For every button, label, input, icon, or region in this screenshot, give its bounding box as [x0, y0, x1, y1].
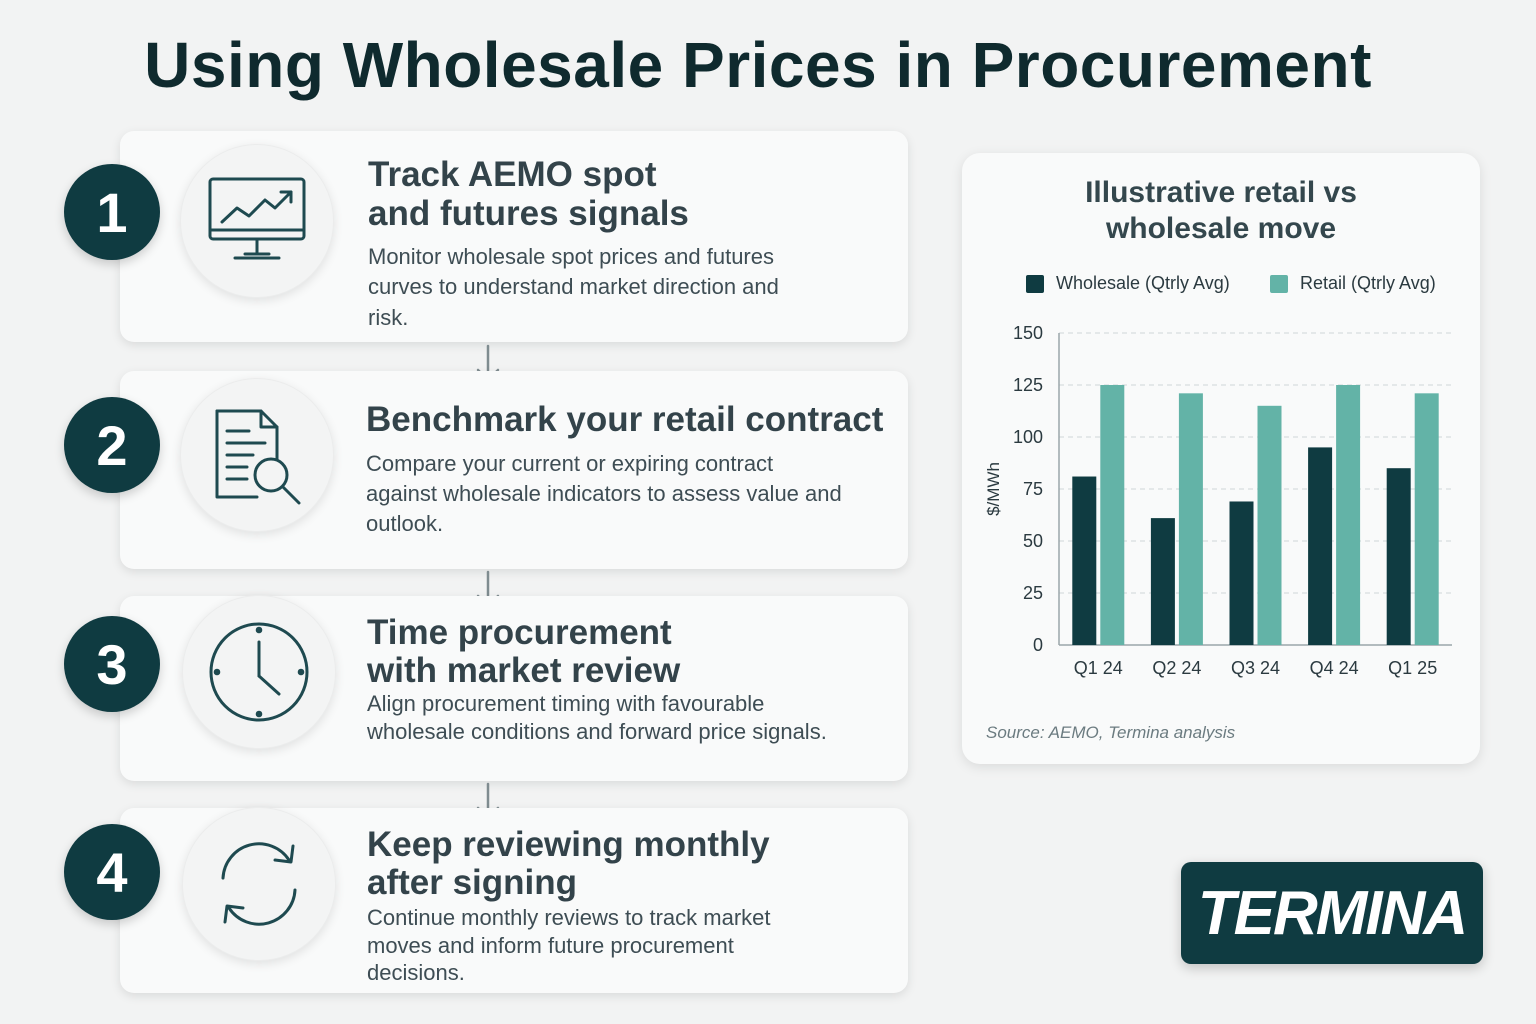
x-tick-label: Q1 24	[1074, 658, 1123, 678]
legend-item-wholesale: Wholesale (Qtrly Avg)	[1026, 273, 1230, 294]
chart-title-line2: wholesale move	[1105, 212, 1337, 245]
document-search-icon	[215, 409, 301, 505]
bar-retail	[1178, 393, 1203, 645]
bar-wholesale	[1386, 468, 1411, 645]
chart-source: Source: AEMO, Termina analysis	[986, 723, 1236, 742]
step-desc-4: Continue monthly reviews to track market…	[367, 905, 771, 985]
step-title-1: Track AEMO spot and futures signals	[368, 155, 898, 233]
y-tick-label: 75	[1023, 479, 1043, 499]
step-icon-circle-2	[180, 378, 334, 532]
y-tick-label: 25	[1023, 583, 1043, 603]
refresh-cycle-icon	[221, 842, 297, 926]
step-title-1-line2: and futures signals	[368, 193, 689, 233]
clock-icon	[209, 622, 309, 722]
bar-wholesale	[1072, 476, 1097, 645]
x-tick-label: Q3 24	[1231, 658, 1280, 678]
step-title-3-line2: with market review	[367, 650, 681, 690]
step-icon-circle-4	[182, 807, 336, 961]
bar-chart: 0 25 50 75 100 125 150 $/MWh Q1 24 Q2 24 Q3 24 Q4 2…	[984, 323, 1452, 678]
legend-swatch-wholesale	[1026, 274, 1044, 293]
step-title-1-line1: Track AEMO spot	[368, 155, 657, 194]
step-title-2: Benchmark your retail contract	[366, 400, 896, 440]
legend-swatch-retail	[1270, 274, 1288, 293]
step-title-3-line1: Time procurement	[367, 613, 672, 652]
step-icon-circle-3	[182, 595, 336, 749]
x-tick-label: Q4 24	[1310, 658, 1359, 678]
page-title: Using Wholesale Prices in Procurement	[144, 29, 1372, 101]
step-desc-2: Compare your current or expiring contrac…	[366, 451, 842, 536]
step-title-4-line1: Keep reviewing monthly	[367, 825, 770, 864]
step-number-4: 4	[64, 824, 160, 920]
step-title-3: Time procurement with market review	[367, 614, 897, 690]
step-icon-circle-1	[180, 144, 334, 298]
step-desc-1: Monitor wholesale spot prices and future…	[368, 244, 779, 330]
step-title-4-line2: after signing	[367, 862, 578, 902]
y-tick-label: 100	[1013, 427, 1043, 447]
legend-label-retail: Retail (Qtrly Avg)	[1300, 273, 1436, 293]
step-number-2: 2	[64, 397, 160, 493]
bar-retail	[1336, 385, 1361, 645]
x-tick-label: Q1 25	[1388, 658, 1437, 678]
y-tick-label: 50	[1023, 531, 1043, 551]
chart-card: Illustrative retail vs wholesale move Wh…	[962, 153, 1480, 764]
bar-retail	[1257, 405, 1282, 645]
bar-wholesale	[1229, 501, 1254, 645]
chart-title: Illustrative retail vs wholesale move	[962, 175, 1480, 247]
step-number-1: 1	[64, 164, 160, 260]
monitor-chart-icon	[208, 177, 306, 260]
x-tick-label: Q2 24	[1152, 658, 1201, 678]
y-axis-label: $/MWh	[984, 462, 1003, 516]
chart-title-line1: Illustrative retail vs	[1085, 176, 1357, 209]
step-number-3: 3	[64, 616, 160, 712]
legend-label-wholesale: Wholesale (Qtrly Avg)	[1056, 273, 1230, 293]
y-tick-label: 150	[1013, 323, 1043, 343]
logo-text: TERMINA	[1197, 878, 1468, 948]
step-title-4: Keep reviewing monthly after signing	[367, 826, 897, 902]
bar-retail	[1414, 393, 1439, 645]
bar-wholesale	[1308, 447, 1333, 645]
termina-logo: TERMINA	[1181, 862, 1483, 964]
bar-retail	[1100, 385, 1125, 645]
step-desc-3: Align procurement timing with favourable…	[367, 691, 827, 744]
legend-item-retail: Retail (Qtrly Avg)	[1270, 273, 1436, 294]
step-title-2-line1: Benchmark your retail contract	[366, 400, 884, 439]
bar-wholesale	[1150, 518, 1175, 645]
y-tick-label: 125	[1013, 375, 1043, 395]
y-tick-label: 0	[1033, 635, 1043, 655]
